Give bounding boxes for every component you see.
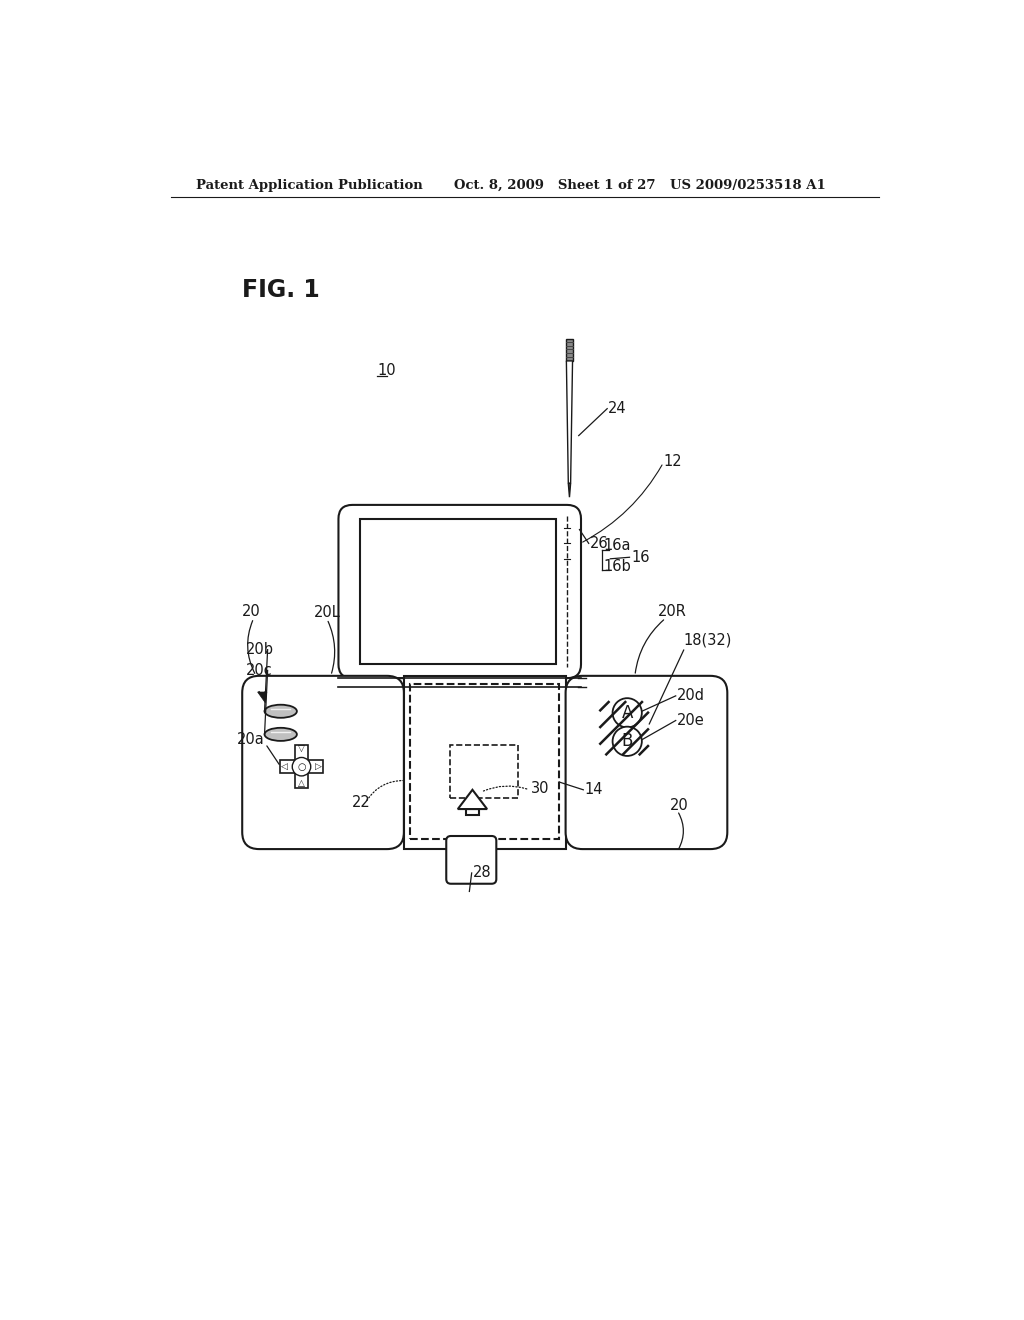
Text: A: A [622, 704, 633, 722]
FancyBboxPatch shape [565, 676, 727, 849]
Polygon shape [258, 692, 267, 702]
Bar [451, 744, 518, 797]
Bar [403, 676, 565, 849]
Text: 20a: 20a [237, 733, 264, 747]
Polygon shape [566, 360, 572, 483]
Text: 16b: 16b [603, 558, 631, 574]
Bar [280, 760, 323, 774]
Text: ▷: ▷ [315, 762, 322, 771]
Text: 20L: 20L [313, 605, 341, 620]
Text: 26: 26 [590, 536, 609, 550]
Text: ○: ○ [297, 762, 306, 772]
Text: 14: 14 [585, 783, 603, 797]
Text: ▽: ▽ [298, 746, 305, 754]
Text: 20d: 20d [677, 688, 706, 704]
Text: Patent Application Publication: Patent Application Publication [196, 180, 423, 193]
Text: B: B [622, 733, 633, 750]
Text: 20: 20 [670, 797, 688, 813]
Text: 20R: 20R [658, 603, 687, 619]
Ellipse shape [264, 705, 297, 718]
Bar [410, 684, 559, 840]
Polygon shape [568, 483, 570, 498]
Circle shape [292, 758, 310, 776]
Bar [466, 809, 479, 816]
Bar [295, 744, 308, 788]
FancyBboxPatch shape [339, 506, 581, 678]
Polygon shape [458, 789, 487, 809]
Text: US 2009/0253518 A1: US 2009/0253518 A1 [670, 180, 825, 193]
Text: 12: 12 [664, 454, 682, 469]
Ellipse shape [264, 727, 297, 741]
Text: 30: 30 [531, 780, 550, 796]
FancyBboxPatch shape [243, 676, 403, 849]
Text: 28: 28 [473, 866, 492, 880]
Text: △: △ [298, 779, 305, 788]
Text: 16a: 16a [603, 539, 631, 553]
Text: 20c: 20c [246, 663, 272, 678]
Polygon shape [565, 339, 573, 360]
FancyBboxPatch shape [446, 836, 497, 884]
Text: 20b: 20b [246, 642, 274, 657]
Circle shape [612, 726, 642, 756]
Text: 24: 24 [608, 401, 627, 416]
Text: FIG. 1: FIG. 1 [243, 277, 319, 302]
Bar [360, 519, 556, 664]
Text: Oct. 8, 2009   Sheet 1 of 27: Oct. 8, 2009 Sheet 1 of 27 [454, 180, 655, 193]
Text: 22: 22 [352, 796, 371, 810]
Text: 20: 20 [243, 603, 261, 619]
Circle shape [612, 698, 642, 727]
Text: 18(32): 18(32) [683, 632, 732, 647]
Text: ◁: ◁ [282, 762, 288, 771]
Text: 20e: 20e [677, 713, 705, 729]
Text: 10: 10 [377, 363, 395, 379]
Text: 16: 16 [631, 549, 649, 565]
